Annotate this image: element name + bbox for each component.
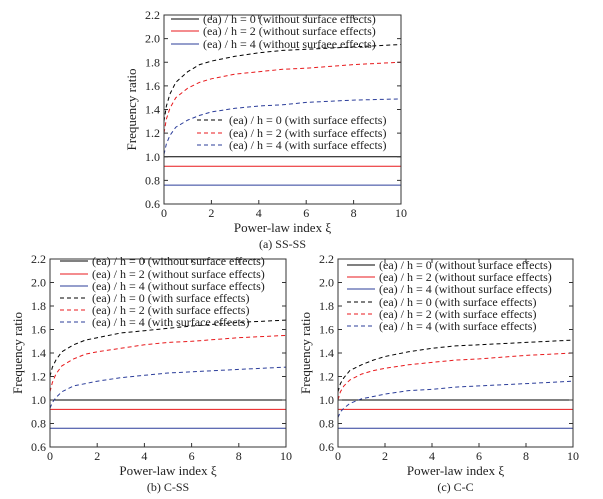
panel-caption: (a) SS-SS <box>259 237 306 251</box>
x-tick-label: 10 <box>395 206 407 220</box>
y-tick-label: 1.6 <box>31 323 46 337</box>
x-tick-label: 0 <box>47 449 53 463</box>
chart-panel-2: 0 2 4 6 8 10 0.6 0.8 1.0 1.2 1.4 1.6 1.8 2.0 2.2 Power-… <box>298 252 579 494</box>
legend-label: (ea) / h = 2 (without surface effects) <box>92 267 265 281</box>
legend-label: (ea) / h = 0 (with surface effects) <box>92 291 249 305</box>
y-tick-label: 2.2 <box>319 252 334 266</box>
x-tick-label: 2 <box>208 206 214 220</box>
y-axis-label: Frequency ratio <box>124 69 139 151</box>
legend: (ea) / h = 0 (with surface effects)(ea) … <box>197 113 386 152</box>
y-tick-label: 1.6 <box>319 323 334 337</box>
y-tick-label: 2.0 <box>319 276 334 290</box>
y-tick-label: 1.8 <box>145 55 160 69</box>
x-axis-label: Power-law index ξ <box>234 220 331 235</box>
y-tick-label: 1.2 <box>31 370 46 384</box>
y-tick-label: 0.8 <box>145 173 160 187</box>
y-axis-label: Frequency ratio <box>10 312 25 394</box>
x-tick-label: 6 <box>303 206 309 220</box>
y-tick-label: 1.8 <box>319 299 334 313</box>
legend: (ea) / h = 0 (without surface effects)(e… <box>60 254 265 329</box>
series-line-5 <box>163 98 402 155</box>
x-tick-label: 6 <box>476 449 482 463</box>
x-tick-label: 10 <box>567 449 579 463</box>
series-line-3 <box>337 339 574 392</box>
y-tick-label: 1.4 <box>31 346 46 360</box>
legend-label: (ea) / h = 4 (without surface effects) <box>379 282 552 296</box>
legend: (ea) / h = 0 (without surface effects)(e… <box>347 258 552 333</box>
panel-caption: (b) C-SS <box>147 480 189 494</box>
y-tick-label: 2.2 <box>145 8 160 22</box>
x-tick-label: 4 <box>256 206 262 220</box>
series-line-5 <box>49 366 287 409</box>
y-tick-label: 2.0 <box>31 276 46 290</box>
y-tick-label: 2.0 <box>145 32 160 46</box>
legend-label: (ea) / h = 2 (with surface effects) <box>229 126 386 140</box>
legend-label: (ea) / h = 2 (without surface effects) <box>379 270 552 284</box>
y-tick-label: 1.0 <box>319 393 334 407</box>
legend-label: (ea) / h = 0 (without surface effects) <box>379 258 552 272</box>
y-tick-label: 1.2 <box>145 126 160 140</box>
y-tick-label: 2.2 <box>31 252 46 266</box>
x-tick-label: 6 <box>189 449 195 463</box>
y-tick-label: 1.8 <box>31 299 46 313</box>
legend-label: (ea) / h = 0 (without surface effects) <box>203 12 376 26</box>
y-tick-label: 1.4 <box>319 346 334 360</box>
panel-caption: (c) C-C <box>437 480 473 494</box>
chart-panel-0: 0 2 4 6 8 10 0.6 0.8 1.0 1.2 1.4 1.6 1.8 2.0 2.2 Power-… <box>124 8 407 251</box>
legend-label: (ea) / h = 4 (with surface effects) <box>229 138 386 152</box>
legend-label: (ea) / h = 4 (with surface effects) <box>379 319 536 333</box>
legend-label: (ea) / h = 0 (with surface effects) <box>229 113 386 127</box>
y-tick-label: 0.6 <box>31 440 46 454</box>
legend-label: (ea) / h = 4 (without surface effects) <box>92 279 265 293</box>
x-tick-label: 2 <box>382 449 388 463</box>
legend-label: (ea) / h = 2 (without surface effects) <box>203 24 376 38</box>
series-line-4 <box>49 334 287 392</box>
chart-panel-1: 0 2 4 6 8 10 0.6 0.8 1.0 1.2 1.4 1.6 1.8 2.0 2.2 Power-… <box>10 252 292 494</box>
y-tick-label: 0.6 <box>145 197 160 211</box>
y-tick-label: 0.8 <box>319 417 334 431</box>
x-tick-label: 8 <box>351 206 357 220</box>
legend-label: (ea) / h = 0 (without surface effects) <box>92 254 265 268</box>
series-line-4 <box>163 61 402 134</box>
legend-label: (ea) / h = 0 (with surface effects) <box>379 295 536 309</box>
legend-label: (ea) / h = 2 (with surface effects) <box>379 307 536 321</box>
legend-label: (ea) / h = 4 (without surfaee effects) <box>203 37 376 51</box>
y-tick-label: 1.4 <box>145 103 160 117</box>
legend-label: (ea) / h = 2 (with surface effects) <box>92 303 249 317</box>
series-line-4 <box>337 352 574 401</box>
x-tick-label: 8 <box>236 449 242 463</box>
y-tick-label: 0.6 <box>319 440 334 454</box>
series-line-3 <box>49 319 287 377</box>
series-line-5 <box>337 380 574 418</box>
y-tick-label: 1.0 <box>145 150 160 164</box>
x-axis-label: Power-law index ξ <box>119 463 216 478</box>
x-tick-label: 4 <box>141 449 147 463</box>
series-line-3 <box>163 44 402 122</box>
legend-label: (ea) / h = 4 (with surface effects) <box>92 315 249 329</box>
y-tick-label: 1.6 <box>145 79 160 93</box>
y-tick-label: 1.0 <box>31 393 46 407</box>
x-tick-label: 2 <box>94 449 100 463</box>
legend: (ea) / h = 0 (without surface effects)(e… <box>171 12 376 51</box>
x-tick-label: 4 <box>429 449 435 463</box>
x-tick-label: 0 <box>335 449 341 463</box>
y-tick-label: 0.8 <box>31 417 46 431</box>
x-tick-label: 10 <box>280 449 292 463</box>
x-tick-label: 0 <box>161 206 167 220</box>
x-tick-label: 8 <box>523 449 529 463</box>
x-axis-label: Power-law index ξ <box>407 463 504 478</box>
y-axis-label: Frequency ratio <box>298 312 313 394</box>
y-tick-label: 1.2 <box>319 370 334 384</box>
